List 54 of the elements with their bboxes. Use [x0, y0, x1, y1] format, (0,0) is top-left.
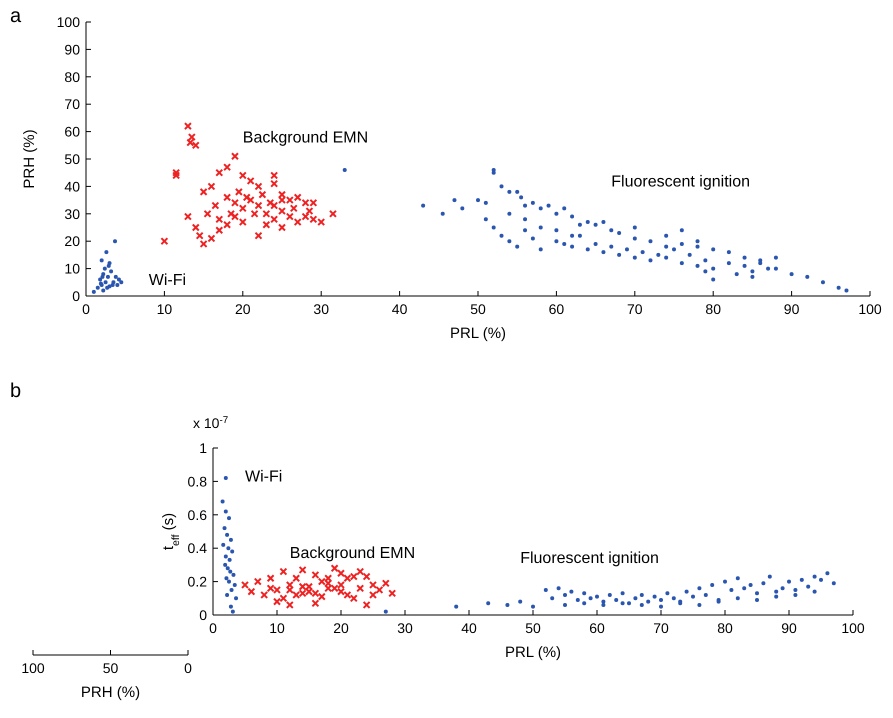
x-tick-label: 40: [392, 301, 408, 317]
x-tick-label: 30: [397, 620, 413, 636]
series-label: Wi-Fi: [148, 272, 186, 290]
x-tick-label: 20: [235, 301, 251, 317]
x-tick-label: 70: [653, 620, 669, 636]
y-axis-title: PRH (%): [21, 129, 38, 189]
x-tick-label: 80: [717, 620, 733, 636]
x-tick-label: 0: [82, 301, 90, 317]
x-tick-label: 10: [156, 301, 172, 317]
y-tick-label: 60: [64, 124, 80, 140]
y-tick-label: 40: [64, 178, 80, 194]
y-tick-label: 80: [64, 68, 80, 85]
series-label: Wi-Fi: [245, 468, 282, 486]
x-tick-label: 0: [209, 620, 218, 636]
y-tick-label: 70: [64, 96, 80, 112]
x2-tick-label: 100: [21, 660, 45, 676]
x-axis-title: PRL (%): [450, 325, 506, 342]
y-tick-label: 0: [72, 288, 80, 304]
x-tick-label: 30: [313, 301, 330, 317]
x-tick-label: 70: [627, 301, 643, 317]
y-tick-label: 0: [199, 607, 208, 623]
series-label: Fluorescent ignition: [611, 173, 750, 190]
series-label: Fluorescent ignition: [520, 550, 659, 568]
x-tick-label: 40: [461, 620, 477, 636]
series-label: Background EMN: [242, 130, 368, 147]
x-tick-label: 90: [784, 301, 800, 317]
y-tick-label: 0.8: [188, 473, 208, 490]
x-tick-label: 50: [470, 301, 486, 317]
x-tick-label: 50: [525, 620, 541, 636]
y-tick-label: 20: [64, 233, 80, 250]
x-tick-label: 100: [858, 301, 882, 317]
y-tick-label: 0.2: [188, 574, 208, 590]
x-tick-label: 100: [841, 620, 865, 636]
x-tick-label: 60: [548, 301, 564, 317]
chart-title: a: [10, 5, 22, 27]
x2-tick-label: 50: [102, 660, 118, 676]
x-tick-label: 10: [269, 620, 285, 636]
y-tick-label: 50: [64, 151, 80, 167]
y-tick-label: 30: [64, 206, 80, 222]
series-label: Background EMN: [290, 545, 416, 562]
y-tick-label: 90: [64, 41, 80, 58]
y-tick-label: 0.4: [188, 540, 208, 556]
x-tick-label: 80: [705, 301, 722, 317]
text: b: [10, 380, 22, 402]
y-tick-label: 1: [199, 440, 208, 456]
x-tick-label: 90: [781, 620, 797, 636]
x-tick-label: 60: [589, 620, 605, 636]
text: x 10$^{-7}$: [193, 414, 228, 431]
x2-axis-title: PRH (%): [80, 684, 140, 701]
y-tick-label: 0.6: [188, 506, 208, 523]
x-axis-title: PRL (%): [504, 644, 562, 661]
y-tick-label: 100: [56, 14, 80, 30]
y-tick-label: 10: [64, 260, 80, 277]
x-tick-label: 20: [333, 620, 349, 636]
